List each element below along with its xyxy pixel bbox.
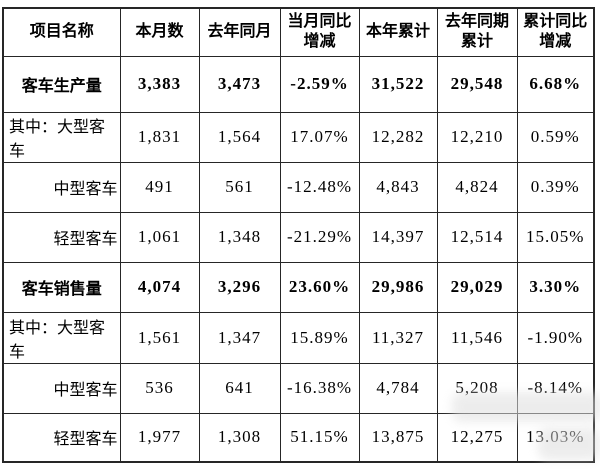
col-header-month-yoy-change: 当月同比 增减	[279, 7, 360, 57]
table-cell: -2.59%	[279, 55, 360, 113]
table-cell: 4,074	[119, 261, 200, 313]
table-cell: 11,327	[358, 311, 438, 364]
table-cell: 23.60%	[279, 261, 360, 313]
table-cell: 3,473	[198, 55, 281, 113]
table-cell: 29,986	[358, 261, 438, 313]
table-cell: 536	[119, 362, 200, 414]
table-cell: 5,208	[436, 362, 518, 414]
table-cell: 51.15%	[279, 412, 360, 463]
row-label: 客车销售量	[2, 261, 121, 313]
col-header-item-name: 项目名称	[2, 7, 121, 57]
table-cell: 1,977	[119, 412, 200, 463]
table-row-sales-total: 客车销售量 4,074 3,296 23.60% 29,986 29,029 3…	[2, 261, 595, 313]
row-label: 中型客车	[2, 362, 121, 414]
table-cell: 491	[119, 161, 200, 213]
row-label: 其中：大型客车	[2, 311, 121, 364]
col-header-current-month: 本月数	[119, 7, 200, 57]
table-cell: 14,397	[358, 211, 438, 263]
table-cell: 12,514	[436, 211, 518, 263]
table-row-sales-large-bus: 其中：大型客车 1,561 1,347 15.89% 11,327 11,546…	[2, 311, 595, 364]
bus-production-sales-table: 项目名称 本月数 去年同月 当月同比 增减 本年累计 去年同期 累计 累计同比 …	[2, 7, 595, 463]
table-cell: 4,824	[436, 161, 518, 213]
table-cell: 0.39%	[516, 161, 595, 213]
table-cell: 17.07%	[279, 111, 360, 163]
table-cell: 12,210	[436, 111, 518, 163]
table-row-production-medium-bus: 中型客车 491 561 -12.48% 4,843 4,824 0.39%	[2, 161, 595, 213]
col-header-last-year-ytd-total: 去年同期 累计	[436, 7, 518, 57]
table-cell: 1,564	[198, 111, 281, 163]
table-cell: 11,546	[436, 311, 518, 364]
table-cell: -12.48%	[279, 161, 360, 213]
table-cell: 1,308	[198, 412, 281, 463]
table-row-production-large-bus: 其中：大型客车 1,831 1,564 17.07% 12,282 12,210…	[2, 111, 595, 163]
table-cell: 15.89%	[279, 311, 360, 364]
table-cell: -21.29%	[279, 211, 360, 263]
table-cell: 12,282	[358, 111, 438, 163]
table-cell: 1,347	[198, 311, 281, 364]
table-cell: -16.38%	[279, 362, 360, 414]
table-cell: 15.05%	[516, 211, 595, 263]
col-header-ytd-total: 本年累计	[358, 7, 438, 57]
table-cell: 3,383	[119, 55, 200, 113]
header-row: 项目名称 本月数 去年同月 当月同比 增减 本年累计 去年同期 累计 累计同比 …	[2, 7, 595, 57]
table-cell: 1,831	[119, 111, 200, 163]
table-row-production-total: 客车生产量 3,383 3,473 -2.59% 31,522 29,548 6…	[2, 55, 595, 113]
table-row-sales-medium-bus: 中型客车 536 641 -16.38% 4,784 5,208 -8.14%	[2, 362, 595, 414]
table-cell: 1,561	[119, 311, 200, 364]
table-cell: 561	[198, 161, 281, 213]
table-cell: 29,029	[436, 261, 518, 313]
table-cell: -8.14%	[516, 362, 595, 414]
row-label: 轻型客车	[2, 211, 121, 263]
table-cell: 13,875	[358, 412, 438, 463]
table-cell: 4,784	[358, 362, 438, 414]
row-label: 客车生产量	[2, 55, 121, 113]
table-row-production-light-bus: 轻型客车 1,061 1,348 -21.29% 14,397 12,514 1…	[2, 211, 595, 263]
table-cell: 0.59%	[516, 111, 595, 163]
row-label: 轻型客车	[2, 412, 121, 463]
table-cell: 4,843	[358, 161, 438, 213]
table-cell: -1.90%	[516, 311, 595, 364]
table-cell: 13.03%	[516, 412, 595, 463]
table-cell: 29,548	[436, 55, 518, 113]
table-cell: 12,275	[436, 412, 518, 463]
col-header-same-month-last-year: 去年同月	[198, 7, 281, 57]
table-cell: 3.30%	[516, 261, 595, 313]
table-cell: 1,061	[119, 211, 200, 263]
table-row-sales-light-bus: 轻型客车 1,977 1,308 51.15% 13,875 12,275 13…	[2, 412, 595, 463]
row-label: 中型客车	[2, 161, 121, 213]
table-cell: 1,348	[198, 211, 281, 263]
table-cell: 6.68%	[516, 55, 595, 113]
table-cell: 31,522	[358, 55, 438, 113]
table-cell: 641	[198, 362, 281, 414]
row-label: 其中：大型客车	[2, 111, 121, 163]
col-header-cumulative-yoy-change: 累计同比 增减	[516, 7, 595, 57]
table-cell: 3,296	[198, 261, 281, 313]
